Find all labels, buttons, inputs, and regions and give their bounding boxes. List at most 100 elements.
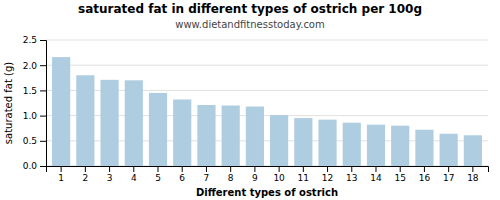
x-tick: 12 bbox=[322, 166, 333, 183]
y-axis-label: saturated fat (g) bbox=[3, 62, 14, 144]
bar bbox=[464, 135, 482, 166]
x-tick-label: 12 bbox=[322, 173, 333, 183]
bar bbox=[415, 130, 433, 166]
y-tick: 2.0 bbox=[23, 61, 46, 71]
x-tick: 18 bbox=[467, 166, 479, 183]
bar bbox=[149, 93, 167, 166]
bar bbox=[391, 126, 409, 166]
x-tick-label: 14 bbox=[370, 173, 382, 183]
x-tick-label: 6 bbox=[179, 173, 185, 183]
x-tick-mark bbox=[303, 166, 304, 172]
x-tick-label: 5 bbox=[155, 173, 161, 183]
grid-line bbox=[46, 65, 488, 66]
x-tick: 11 bbox=[298, 166, 309, 183]
x-tick-mark bbox=[472, 166, 473, 172]
x-tick-mark bbox=[375, 166, 376, 172]
bars bbox=[52, 57, 482, 166]
y-tick-label: 0.0 bbox=[23, 161, 38, 171]
x-tick-mark bbox=[182, 166, 183, 172]
x-tick: 7 bbox=[204, 166, 210, 183]
y-tick-label: 2.5 bbox=[23, 35, 37, 45]
y-axis: 0.0 0.5 1.0 1.5 2.0 2.5 bbox=[23, 35, 47, 171]
x-tick-label: 7 bbox=[204, 173, 210, 183]
x-tick-mark bbox=[85, 166, 86, 172]
x-tick: 14 bbox=[370, 166, 382, 183]
y-tick: 1.5 bbox=[23, 86, 46, 96]
x-tick: 6 bbox=[179, 166, 185, 183]
x-tick-mark bbox=[230, 166, 231, 172]
bar bbox=[343, 123, 361, 166]
x-tick: 1 bbox=[58, 166, 64, 183]
y-tick-label: 1.5 bbox=[23, 86, 37, 96]
x-tick-label: 17 bbox=[443, 173, 454, 183]
x-tick-label: 16 bbox=[419, 173, 431, 183]
x-tick-label: 15 bbox=[394, 173, 405, 183]
x-axis-label: Different types of ostrich bbox=[196, 187, 338, 198]
x-tick-mark bbox=[133, 166, 134, 172]
x-tick: 3 bbox=[107, 166, 113, 183]
y-tick: 0.5 bbox=[23, 136, 46, 146]
bar bbox=[125, 80, 143, 166]
y-tick: 0.0 bbox=[23, 161, 46, 171]
x-tick-label: 8 bbox=[228, 173, 234, 183]
x-tick-label: 18 bbox=[467, 173, 479, 183]
y-tick-label: 1.0 bbox=[23, 111, 38, 121]
x-tick-mark bbox=[279, 166, 280, 172]
bar bbox=[367, 125, 385, 166]
title: saturated fat in different types of ostr… bbox=[78, 2, 422, 16]
bar bbox=[52, 57, 70, 166]
x-tick-mark bbox=[400, 166, 401, 172]
bar bbox=[318, 120, 336, 166]
axis-line bbox=[40, 41, 47, 167]
x-tick-mark bbox=[448, 166, 449, 172]
x-tick-label: 9 bbox=[252, 173, 258, 183]
x-tick: 10 bbox=[273, 166, 285, 183]
y-tick: 2.5 bbox=[23, 35, 46, 45]
x-tick-mark bbox=[424, 166, 425, 172]
grid-line bbox=[46, 40, 488, 41]
x-tick-mark bbox=[254, 166, 255, 172]
bar bbox=[173, 99, 191, 166]
x-tick: 13 bbox=[346, 166, 357, 183]
y-tick-label: 0.5 bbox=[23, 136, 37, 146]
bar bbox=[440, 134, 458, 166]
subtitle: www.dietandfitnesstoday.com bbox=[175, 19, 324, 30]
x-tick-mark bbox=[351, 166, 352, 172]
y-tick-label: 2.0 bbox=[23, 61, 38, 71]
y-tick-mark bbox=[40, 141, 46, 142]
bar bbox=[197, 105, 215, 166]
x-tick: 8 bbox=[228, 166, 234, 183]
bar bbox=[270, 115, 288, 166]
x-axis: 123456789101112131415161718 bbox=[47, 166, 489, 183]
chart-container: saturated fat in different types of ostr… bbox=[0, 0, 500, 200]
x-tick-mark bbox=[109, 166, 110, 172]
x-tick-label: 11 bbox=[298, 173, 309, 183]
x-tick: 5 bbox=[155, 166, 161, 183]
x-tick-mark bbox=[206, 166, 207, 172]
chart-svg: saturated fat in different types of ostr… bbox=[0, 0, 500, 200]
bar bbox=[246, 107, 264, 166]
x-tick: 4 bbox=[131, 166, 137, 183]
x-tick: 2 bbox=[82, 166, 88, 183]
x-tick-mark bbox=[158, 166, 159, 172]
x-tick-label: 10 bbox=[273, 173, 285, 183]
bar bbox=[294, 118, 312, 166]
x-tick: 9 bbox=[252, 166, 258, 183]
bar bbox=[76, 75, 94, 166]
x-tick-label: 2 bbox=[82, 173, 88, 183]
x-tick-label: 4 bbox=[131, 173, 137, 183]
x-tick-label: 13 bbox=[346, 173, 357, 183]
y-tick: 1.0 bbox=[23, 111, 46, 121]
y-tick-mark bbox=[40, 40, 46, 41]
y-tick-mark bbox=[40, 166, 46, 167]
bar bbox=[100, 80, 118, 166]
y-tick-mark bbox=[40, 116, 46, 117]
axis-line bbox=[47, 167, 489, 173]
y-tick-mark bbox=[40, 65, 46, 66]
x-tick-label: 3 bbox=[107, 173, 113, 183]
x-tick: 17 bbox=[443, 166, 454, 183]
x-tick-mark bbox=[61, 166, 62, 172]
grid bbox=[46, 40, 488, 166]
y-tick-mark bbox=[40, 90, 46, 91]
x-tick-mark bbox=[327, 166, 328, 172]
